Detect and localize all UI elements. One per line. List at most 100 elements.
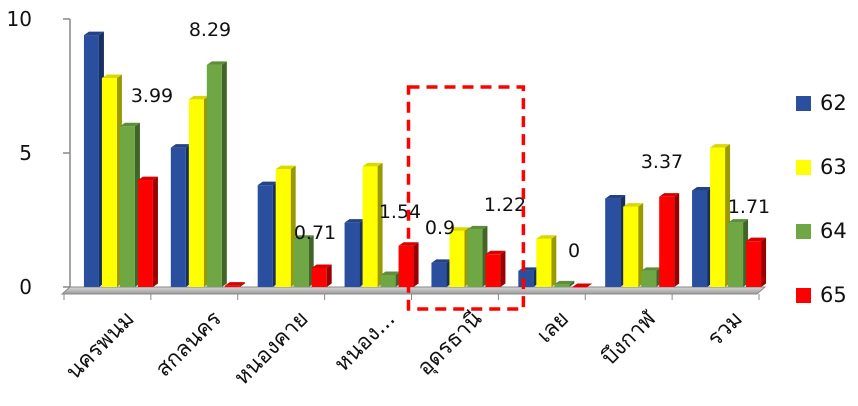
chart-floor (60, 286, 767, 295)
bar-front (206, 64, 222, 287)
legend-label: 62 (820, 91, 847, 115)
bar-top (293, 235, 314, 239)
bar-65-4 (485, 250, 506, 287)
bar-side (326, 264, 332, 287)
bar-top (137, 176, 158, 181)
chart-category-labels: นครพนม สกลนคร หนองคาย หนอง... อุดรธานี เลย บึง… (61, 306, 747, 390)
bar-top (467, 225, 488, 230)
bar-top (746, 237, 767, 242)
bar-front (554, 284, 570, 287)
bar-front (431, 262, 447, 287)
bar-top (641, 267, 662, 271)
category-label: สกลนคร (151, 306, 227, 382)
data-label: 0.9 (425, 217, 455, 239)
bar-front (641, 270, 657, 287)
bar-front (710, 147, 726, 287)
bar-top (728, 219, 749, 223)
y-tick-label: 0 (19, 275, 32, 299)
bar-64-4 (467, 225, 488, 287)
bar-front (101, 77, 117, 288)
bar-62-7 (692, 187, 713, 287)
bar-top (554, 280, 575, 285)
data-label: 3.37 (641, 151, 683, 173)
legend-label: 63 (820, 155, 847, 179)
bar-62-1 (170, 144, 191, 287)
bar-62-0 (83, 31, 104, 287)
bar-62-4 (431, 259, 452, 287)
bar-top (311, 264, 332, 268)
category-label: หนอง... (330, 307, 400, 377)
bar-65-5 (572, 283, 593, 288)
data-label: 8.29 (189, 19, 231, 41)
legend-swatch (796, 288, 811, 303)
bar-side (377, 162, 383, 287)
bar-top (275, 165, 296, 170)
bar-top (380, 271, 401, 275)
category-label: นครพนม (61, 307, 139, 385)
bar-front (344, 222, 360, 287)
bar-top (485, 250, 506, 255)
category-label: อุดรธานี (413, 307, 487, 381)
data-label: 1.71 (728, 196, 770, 218)
legend-swatch (796, 160, 811, 175)
legend-label: 65 (820, 283, 847, 307)
bar-front (572, 287, 588, 288)
bar-side (638, 203, 644, 287)
bar-65-7 (746, 237, 767, 287)
y-tick-label: 5 (19, 141, 32, 165)
bar-63-5 (536, 235, 557, 287)
bar-63-3 (362, 162, 383, 287)
bar-64-1 (206, 61, 227, 287)
bar-top (188, 95, 209, 100)
bar-62-2 (257, 181, 278, 287)
bar-top (398, 242, 419, 246)
bar-side (239, 282, 245, 287)
bar-65-6 (659, 193, 680, 287)
bar-front (362, 166, 378, 287)
legend-swatch (796, 224, 811, 239)
data-label: 1.54 (379, 201, 421, 223)
data-label: 1.22 (484, 194, 526, 216)
bar-top (83, 31, 104, 36)
bar-top (449, 227, 470, 231)
bar-65-1 (224, 282, 245, 287)
bar-63-0 (101, 74, 122, 288)
bar-front (224, 285, 240, 287)
bar-front (380, 274, 396, 287)
bar-front (311, 267, 327, 287)
bar-side (761, 237, 767, 287)
bar-65-3 (398, 242, 419, 287)
bar-front (518, 270, 534, 287)
highlight-box (406, 85, 526, 311)
bar-front (119, 126, 135, 287)
bar-front (188, 99, 204, 288)
legend-label: 64 (820, 219, 847, 243)
category-label: บึงกาฬ (597, 306, 662, 371)
bar-top (710, 144, 731, 148)
bar-64-6 (641, 267, 662, 287)
bar-front (137, 180, 153, 287)
data-label: 0 (568, 240, 580, 262)
bar-front (485, 254, 501, 287)
bar-top (224, 282, 245, 286)
bar-side (551, 235, 557, 287)
bar-front (605, 198, 621, 287)
bar-front (692, 190, 708, 287)
bar-64-5 (554, 280, 575, 287)
bar-front (398, 245, 414, 287)
legend-swatch (796, 96, 811, 111)
bar-top (659, 193, 680, 197)
bar-front (746, 241, 762, 287)
chart-bars (83, 31, 767, 288)
bar-65-2 (311, 264, 332, 287)
bar-front (170, 147, 186, 287)
bar-front (449, 230, 465, 287)
bar-64-0 (119, 122, 140, 287)
bar-front (623, 206, 639, 287)
data-label: 0.71 (294, 222, 336, 244)
bar-side (152, 176, 158, 287)
bar-top (572, 283, 593, 287)
bar-front (83, 35, 99, 287)
bar-top (362, 162, 383, 167)
